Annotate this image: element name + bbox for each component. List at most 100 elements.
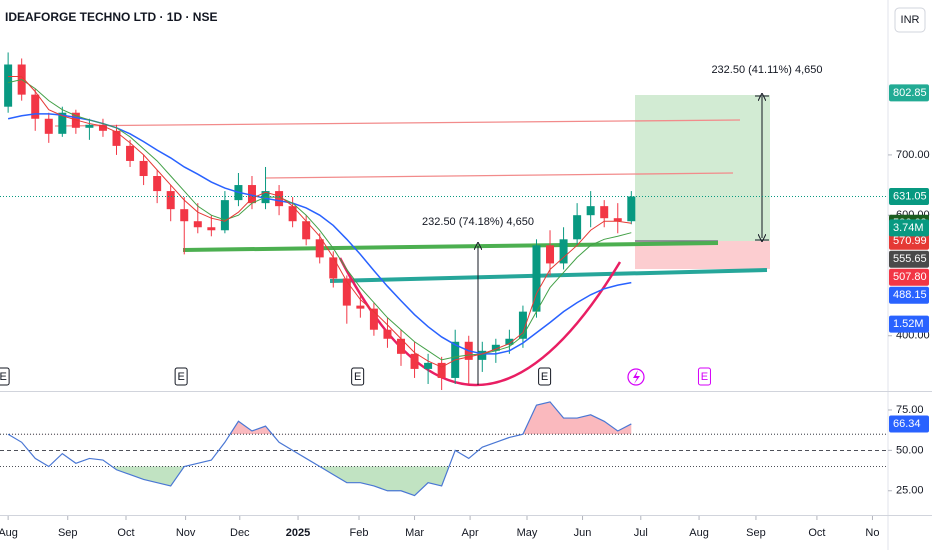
x-tick-label: Aug [0, 527, 18, 539]
rsi-oversold-fill [111, 466, 450, 496]
candle-body [478, 350, 487, 360]
x-tick-label: Dec [230, 527, 250, 539]
event-marker[interactable]: E [538, 367, 552, 386]
price-tag: 555.65 [889, 250, 929, 268]
candle-body [342, 278, 351, 306]
candle-body [424, 362, 433, 369]
candle-body [627, 196, 636, 222]
event-marker[interactable]: E [697, 367, 711, 386]
neckline[interactable] [329, 268, 768, 283]
event-label: E [541, 371, 548, 383]
rsi-tag: 66.34 [889, 415, 929, 433]
rsi-line [7, 401, 632, 497]
moving-average [8, 76, 632, 368]
volume-tag-box [889, 315, 929, 333]
event-label: E [354, 371, 361, 383]
x-tick-label: Nov [176, 527, 196, 539]
event-box [0, 367, 10, 386]
y-tick-label: 400.00 [896, 330, 930, 342]
support-line[interactable] [182, 241, 719, 252]
event-box [538, 367, 552, 386]
volume-tag-box [889, 219, 929, 237]
candle-body [518, 311, 527, 339]
x-tick-label: Jun [574, 527, 592, 539]
candle-body [315, 239, 324, 258]
candle-body [613, 218, 622, 222]
price-tag-box [889, 187, 929, 205]
price-tag: 570.99 [889, 232, 929, 250]
price-tag: 802.85 [889, 84, 929, 102]
candle-body [356, 305, 365, 309]
candle-body [98, 124, 107, 131]
rsi-y-tick-label: 75.00 [896, 404, 924, 416]
price-tag-label: 488.15 [893, 289, 927, 301]
candle-body [369, 308, 378, 330]
event-box [351, 367, 365, 386]
candle-body [410, 353, 419, 369]
candle-body [247, 185, 256, 204]
rsi-tag-label: 66.34 [893, 418, 921, 430]
long-target-zone[interactable] [635, 95, 770, 241]
x-tick-label: Jul [634, 527, 648, 539]
price-tag-label: 507.80 [893, 271, 927, 283]
volume-tag: 1.52M [889, 315, 929, 333]
candle-body [44, 118, 53, 134]
candle-body [573, 215, 582, 240]
price-tag-label: 570.99 [893, 235, 927, 247]
drawings [54, 95, 770, 387]
dividend-icon-bolt [633, 370, 640, 384]
currency-box[interactable] [894, 7, 926, 33]
rsi-pane: 75.00 50.00 25.00 [0, 401, 924, 497]
event-marker[interactable]: E [351, 367, 365, 386]
candle-body [275, 191, 284, 207]
price-tag-label: 555.65 [893, 253, 927, 265]
candle-body [329, 257, 338, 279]
candle-body [126, 145, 135, 161]
event-marker[interactable]: E [0, 367, 10, 386]
candle-body [437, 362, 446, 378]
resistance-line[interactable] [264, 172, 734, 179]
resistance-line[interactable] [54, 119, 741, 127]
price-tag-box [889, 268, 929, 286]
candle-body [491, 344, 500, 351]
price-tag: 631.05 [889, 187, 929, 205]
event-label: E [701, 371, 708, 383]
price-tag-label: 802.85 [893, 87, 927, 99]
candle-body [207, 227, 216, 231]
candle-body [4, 64, 13, 107]
candle-body [302, 221, 311, 240]
event-marker[interactable]: E [174, 367, 188, 386]
price-tag-box [889, 84, 929, 102]
price-tag: 488.15 [889, 286, 929, 304]
candle-body [58, 112, 67, 134]
rsi-y-tick-label: 50.00 [896, 444, 924, 456]
x-tick-label: Oct [808, 527, 825, 539]
candle-body [85, 124, 94, 128]
price-tag: 507.80 [889, 268, 929, 286]
candle-body [220, 200, 229, 231]
currency[interactable]: INR [901, 14, 920, 26]
x-tick-label: Mar [405, 527, 424, 539]
x-tick-label: Aug [689, 527, 709, 539]
candle-body [31, 94, 40, 119]
measure-label: 232.50 (74.18%) 4,650 [422, 216, 534, 228]
candle-body [532, 245, 541, 312]
x-tick-label: Feb [350, 527, 369, 539]
candle-body [112, 130, 121, 146]
candle-body [153, 176, 162, 192]
candle-body [600, 206, 609, 219]
candle-body [383, 329, 392, 339]
rsi-tag-box [889, 415, 929, 433]
x-tick-label: No [865, 527, 879, 539]
x-tick-label: Oct [117, 527, 134, 539]
rsi-y-tick-label: 25.00 [896, 485, 924, 497]
price-tag-box [889, 250, 929, 268]
x-tick-label: 2025 [286, 527, 310, 539]
price-tag-box [889, 286, 929, 304]
moving-average [8, 79, 632, 361]
candle-body [193, 221, 202, 228]
candle-body [586, 206, 595, 216]
candle-body [288, 206, 297, 222]
